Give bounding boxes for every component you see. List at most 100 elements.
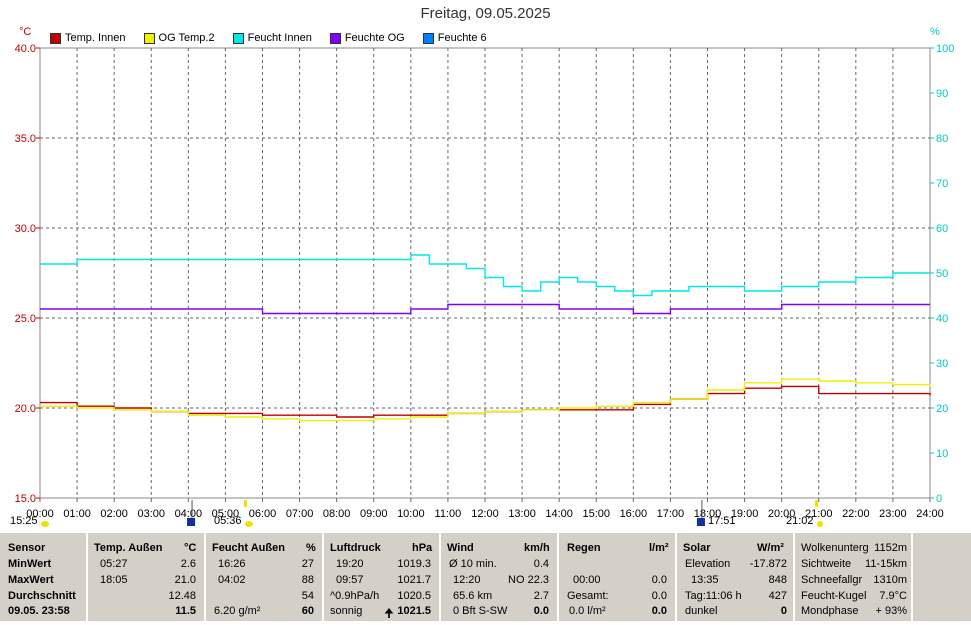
y-left-tick-label: 15.0 — [15, 493, 36, 505]
x-tick-label: 12:00 — [471, 508, 499, 520]
extra-column: Wolkenunterg 1152m Sichtweite 11-15km Sc… — [795, 533, 913, 621]
sun-icon — [41, 521, 49, 527]
sensor-column: Sensor MinWert MaxWert Durchschnitt 09.0… — [0, 533, 88, 621]
temp-unit: °C — [184, 542, 197, 554]
current-date: 09.05. 23:58 — [8, 605, 70, 617]
legend-item-og-temp2: OG Temp.2 — [143, 31, 215, 45]
sunset-icon — [696, 518, 705, 526]
pressure-trend-value: 1020.5 — [397, 590, 431, 602]
temp-min-time: 05:27 — [100, 558, 128, 570]
y-right-tick-label: 70 — [936, 178, 948, 190]
y-right-tick-label: 60 — [936, 223, 948, 235]
rain-unit: l/m² — [649, 542, 669, 554]
solar-day-length: Tag:11:06 h — [685, 590, 742, 602]
sun-position-icon — [243, 500, 247, 507]
pressure-trend-label: ^0.9hPa/h — [330, 590, 380, 602]
visibility-label: Sichtweite — [801, 558, 852, 570]
temp-max-time: 18:05 — [100, 574, 128, 586]
x-tick-label: 04:00 — [175, 508, 203, 520]
temp-min-value: 2.6 — [180, 558, 196, 570]
humidity-avg: 54 — [301, 590, 314, 602]
wind-avg-value: 0.4 — [533, 558, 549, 570]
solar-max-value: 848 — [768, 574, 787, 586]
x-tick-label: 22:00 — [842, 508, 870, 520]
pressure-max-time: 09:57 — [336, 574, 364, 586]
x-tick-label: 16:00 — [620, 508, 648, 520]
cloud-base-label: Wolkenunterg — [801, 542, 869, 554]
legend-swatch — [232, 32, 244, 44]
wind-distance: 65.6 km — [453, 590, 493, 602]
arrow-up-icon: 🠉 — [384, 606, 394, 620]
wind-avg-label: Ø 10 min. — [449, 558, 497, 570]
legend-label: Feuchte OG — [344, 32, 405, 44]
left-axis-unit: °C — [19, 26, 32, 38]
solar-elevation-label: Elevation — [685, 558, 731, 570]
x-tick-label: 11:00 — [435, 508, 462, 520]
snowline-label: Schneefallgr — [801, 574, 863, 586]
legend-label: Feuchte 6 — [437, 32, 487, 44]
solar-current: 0 — [780, 605, 787, 617]
legend-swatch — [329, 32, 341, 44]
pressure-state: sonnig — [330, 605, 363, 617]
snowline-value: 1310m — [873, 574, 907, 586]
humidity-header: Feucht Außen — [212, 542, 285, 554]
solar-day-value: 427 — [768, 590, 787, 602]
solar-max-time: 13:35 — [691, 574, 719, 586]
humidity-absolute: 6.20 g/m² — [214, 605, 261, 617]
x-tick-label: 14:00 — [545, 508, 573, 520]
y-right-tick-label: 50 — [936, 268, 948, 280]
x-tick-label: 07:00 — [286, 508, 314, 520]
wind-column: Wind km/h Ø 10 min. 0.4 12:20 NO 22.3 65… — [441, 533, 559, 621]
x-tick-label: 17:00 — [657, 508, 685, 520]
weather-chart: 00:00 01:00 02:00 03:00 04:00 05:00 06:00 07:00… — [15, 43, 954, 527]
pressure-min-time: 19:20 — [336, 558, 364, 570]
y-left-tick-label: 25.0 — [15, 313, 36, 325]
rain-current: 0.0 — [651, 605, 667, 617]
avg-label: Durchschnitt — [8, 590, 76, 602]
x-tick-label: 06:00 — [249, 508, 277, 520]
wind-max-value: NO 22.3 — [508, 574, 549, 586]
legend-label: OG Temp.2 — [158, 32, 215, 44]
cloud-base-value: 1152m — [874, 542, 907, 554]
y-left-tick-label: 35.0 — [15, 133, 36, 145]
legend-swatch — [143, 32, 155, 44]
wind-header: Wind — [447, 542, 474, 554]
x-tick-label: 18:00 — [694, 508, 722, 520]
humidity-max-time: 04:02 — [218, 574, 246, 586]
solar-state: dunkel — [685, 605, 718, 617]
series-line-3 — [40, 303, 930, 315]
pressure-unit: hPa — [412, 542, 433, 554]
temp-current: 11.5 — [175, 605, 196, 617]
series-line-1 — [40, 378, 931, 422]
temp-avg: 12.48 — [168, 590, 196, 602]
sunrise-icon — [187, 518, 196, 526]
right-axis-unit: % — [930, 26, 940, 38]
humidity-max-value: 88 — [301, 574, 314, 586]
moon-phase-value: + 93% — [875, 605, 908, 617]
sunrise-label: 05:36 — [214, 515, 242, 527]
max-label: MaxWert — [8, 574, 54, 586]
humidity-min-time: 16:26 — [218, 558, 246, 570]
sensor-header: Sensor — [8, 542, 46, 554]
wind-unit: km/h — [524, 542, 550, 554]
chart-legend: Temp. Innen OG Temp.2 Feucht Innen Feuch… — [50, 31, 505, 45]
x-tick-label: 00:00 — [26, 508, 54, 520]
rain-time: 00:00 — [573, 574, 601, 586]
sunset-label: 17:51 — [708, 515, 736, 527]
x-tick-label: 23:00 — [879, 508, 907, 520]
legend-swatch — [422, 32, 434, 44]
solar-column: Solar W/m² Elevation -17.872 13:35 848 T… — [677, 533, 795, 621]
y-right-tick-label: 30 — [936, 358, 948, 370]
moon-phase-label: Mondphase — [801, 605, 859, 617]
x-tick-label: 13:00 — [508, 508, 536, 520]
humidity-min-value: 27 — [301, 558, 314, 570]
wind-distance-value: 2.7 — [533, 590, 549, 602]
rain-total-label: Gesamt: — [567, 590, 609, 602]
humidity-unit: % — [306, 542, 316, 554]
moonrise-label: 21:02 — [786, 515, 814, 527]
y-left-tick-label: 40.0 — [15, 43, 36, 55]
x-tick-label: 09:00 — [360, 508, 388, 520]
legend-item-feuchte-og: Feuchte OG — [329, 31, 405, 45]
moon-position-icon — [815, 500, 819, 507]
legend-item-feuchte-6: Feuchte 6 — [422, 31, 487, 45]
